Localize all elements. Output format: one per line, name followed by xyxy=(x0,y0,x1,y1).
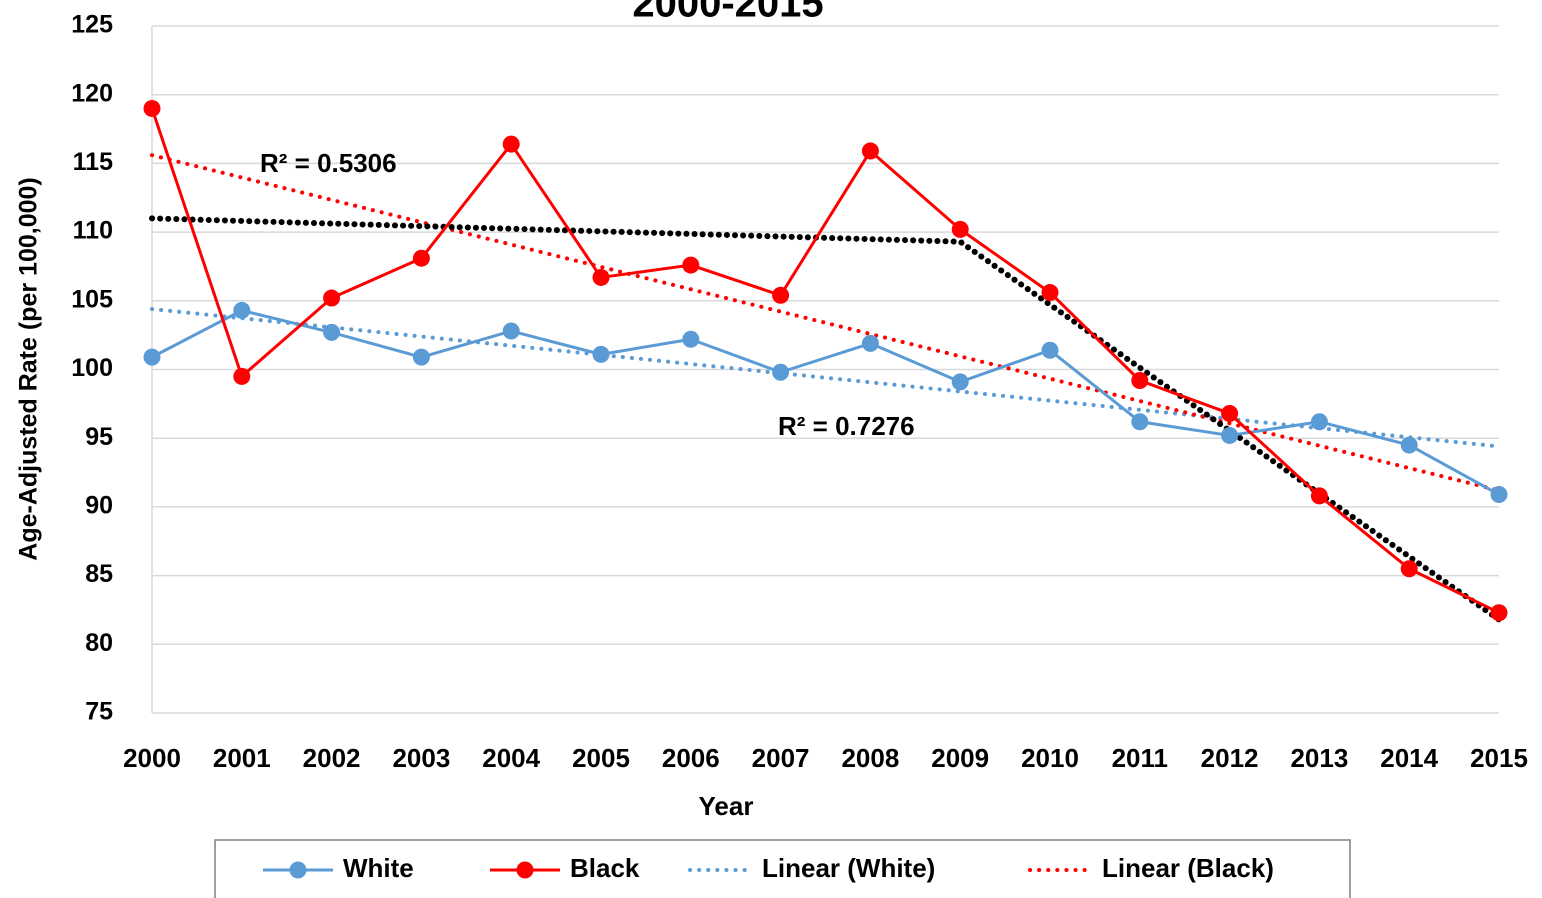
data-point xyxy=(861,142,879,160)
data-point xyxy=(772,363,790,381)
data-point xyxy=(951,220,969,238)
y-tick-label: 100 xyxy=(71,354,113,382)
y-tick-label: 120 xyxy=(71,79,113,107)
annotation: R² = 0.5306 xyxy=(260,148,397,178)
data-point xyxy=(412,249,430,267)
data-point xyxy=(682,330,700,348)
data-point xyxy=(1041,341,1059,359)
x-tick-label: 2010 xyxy=(1021,743,1079,773)
x-tick-label: 2015 xyxy=(1470,743,1528,773)
trend-line xyxy=(150,153,1501,493)
x-tick-label: 2013 xyxy=(1290,743,1348,773)
annotation: R² = 0.7276 xyxy=(778,411,915,441)
y-tick-label: 75 xyxy=(85,698,113,726)
data-point xyxy=(861,334,879,352)
x-tick-label: 2001 xyxy=(213,743,271,773)
data-point xyxy=(412,348,430,366)
data-point xyxy=(143,348,161,366)
x-tick-label: 2004 xyxy=(482,743,540,773)
data-point xyxy=(772,286,790,304)
legend-label: Black xyxy=(570,853,640,883)
data-point xyxy=(233,367,251,385)
data-point xyxy=(502,135,520,153)
data-point xyxy=(1221,426,1239,444)
series-line xyxy=(150,107,1500,615)
data-point xyxy=(323,289,341,307)
data-point xyxy=(233,301,251,319)
trend-line xyxy=(150,307,1501,449)
data-point xyxy=(1400,436,1418,454)
x-tick-label: 2007 xyxy=(752,743,810,773)
x-tick-label: 2000 xyxy=(123,743,181,773)
chart-title: 2000-2015 xyxy=(632,0,823,26)
legend-label: Linear (White) xyxy=(762,853,935,883)
data-point xyxy=(1221,404,1239,422)
y-axis-label: Age-Adjusted Rate (per 100,000) xyxy=(15,177,43,560)
x-tick-label: 2002 xyxy=(303,743,361,773)
x-tick-label: 2006 xyxy=(662,743,720,773)
data-point xyxy=(1131,413,1149,431)
legend-marker xyxy=(289,861,307,879)
data-point xyxy=(682,256,700,274)
data-point xyxy=(592,268,610,286)
y-tick-label: 85 xyxy=(85,560,113,588)
y-tick-label: 80 xyxy=(85,629,113,657)
grid xyxy=(152,25,1499,714)
data-point xyxy=(1131,371,1149,389)
series-line xyxy=(151,308,1500,496)
data-point xyxy=(143,99,161,117)
x-tick-label: 2012 xyxy=(1201,743,1259,773)
x-tick-label: 2008 xyxy=(841,743,899,773)
data-point xyxy=(1400,560,1418,578)
legend-box xyxy=(214,839,1351,898)
data-point xyxy=(1310,487,1328,505)
data-point xyxy=(592,345,610,363)
x-tick-label: 2011 xyxy=(1112,743,1168,773)
data-point xyxy=(1490,604,1508,622)
legend-label: Linear (Black) xyxy=(1102,853,1274,883)
y-tick-label: 105 xyxy=(71,285,113,313)
legend-label: White xyxy=(343,853,414,883)
x-tick-label: 2005 xyxy=(572,743,630,773)
data-point xyxy=(1041,284,1059,302)
x-tick-label: 2009 xyxy=(931,743,989,773)
x-tick-label: 2014 xyxy=(1380,743,1438,773)
y-tick-label: 115 xyxy=(73,148,113,176)
data-point xyxy=(951,373,969,391)
data-point xyxy=(502,322,520,340)
data-point xyxy=(1490,486,1508,504)
y-tick-label: 125 xyxy=(71,11,113,39)
y-tick-label: 95 xyxy=(85,423,113,451)
x-tick-label: 2003 xyxy=(392,743,450,773)
x-axis-label: Year xyxy=(699,791,754,821)
data-point xyxy=(323,323,341,341)
y-tick-label: 110 xyxy=(73,217,113,245)
y-tick-label: 90 xyxy=(85,492,113,520)
legend-marker xyxy=(516,861,534,879)
data-point xyxy=(1310,413,1328,431)
